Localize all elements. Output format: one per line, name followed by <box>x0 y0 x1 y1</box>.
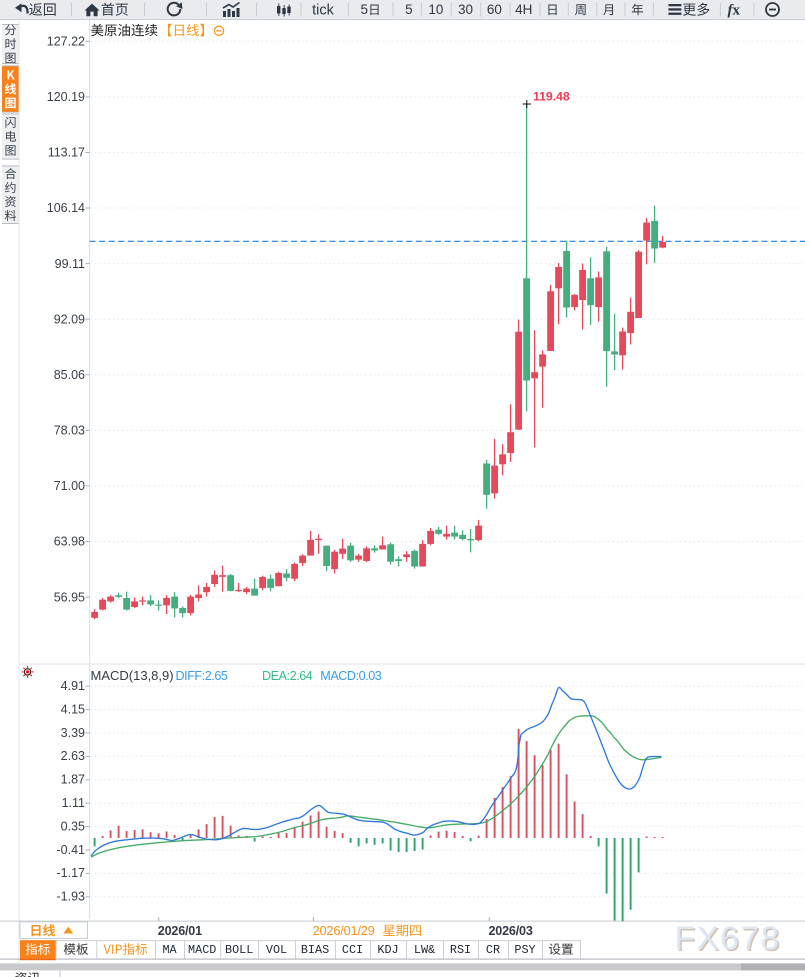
svg-text:0.35: 0.35 <box>61 819 85 833</box>
svg-text:4H: 4H <box>515 2 532 17</box>
svg-text:1.11: 1.11 <box>62 796 85 810</box>
svg-text:CR: CR <box>486 943 500 957</box>
svg-text:MACD:0.03: MACD:0.03 <box>320 669 381 683</box>
svg-text:tick: tick <box>312 3 335 19</box>
svg-text:60: 60 <box>487 2 502 17</box>
svg-text:DIFF:2.65: DIFF:2.65 <box>176 669 228 683</box>
svg-text:2026/01/29: 2026/01/29 <box>313 923 375 938</box>
svg-text:2026/03: 2026/03 <box>489 924 533 938</box>
svg-text:MA: MA <box>162 943 177 957</box>
svg-text:30: 30 <box>458 2 473 17</box>
svg-text:3.39: 3.39 <box>61 726 85 740</box>
svg-text:FX678: FX678 <box>675 921 781 958</box>
svg-text:-1.17: -1.17 <box>57 866 86 880</box>
svg-text:4.15: 4.15 <box>61 702 85 716</box>
svg-text:BOLL: BOLL <box>225 943 253 957</box>
svg-text:113.17: 113.17 <box>48 146 85 160</box>
svg-text:78.03: 78.03 <box>54 424 85 438</box>
svg-text:BIAS: BIAS <box>301 943 329 957</box>
svg-text:106.14: 106.14 <box>47 201 85 215</box>
svg-text:-1.93: -1.93 <box>57 890 86 904</box>
svg-text:92.09: 92.09 <box>54 312 85 326</box>
svg-text:PSY: PSY <box>514 943 535 957</box>
svg-text:120.19: 120.19 <box>47 90 85 104</box>
svg-text:VOL: VOL <box>266 943 287 957</box>
svg-text:99.11: 99.11 <box>55 257 85 271</box>
svg-text:4.91: 4.91 <box>61 679 85 693</box>
svg-text:85.06: 85.06 <box>54 368 85 382</box>
svg-text:71.00: 71.00 <box>54 479 85 493</box>
svg-text:1.87: 1.87 <box>61 773 85 787</box>
svg-text:127.22: 127.22 <box>47 35 85 49</box>
svg-text:5: 5 <box>405 2 413 17</box>
svg-text:DEA:2.64: DEA:2.64 <box>262 669 313 683</box>
svg-text:56.95: 56.95 <box>54 590 85 604</box>
svg-text:LW&: LW& <box>414 943 435 957</box>
svg-text:RSI: RSI <box>450 943 471 957</box>
svg-text:KDJ: KDJ <box>377 943 398 957</box>
svg-text:2026/01: 2026/01 <box>158 924 202 938</box>
svg-text:CCI: CCI <box>342 943 363 957</box>
svg-text:63.98: 63.98 <box>54 535 85 549</box>
svg-text:MACD(13,8,9): MACD(13,8,9) <box>91 668 174 683</box>
svg-text:fx: fx <box>728 2 741 18</box>
svg-text:119.48: 119.48 <box>533 90 570 104</box>
svg-text:2.63: 2.63 <box>61 749 85 763</box>
svg-text:-0.41: -0.41 <box>57 843 86 857</box>
svg-text:10: 10 <box>428 2 443 17</box>
svg-text:5: 5 <box>361 2 369 17</box>
svg-text:FX678: FX678 <box>676 922 782 959</box>
svg-text:MACD: MACD <box>188 943 216 957</box>
